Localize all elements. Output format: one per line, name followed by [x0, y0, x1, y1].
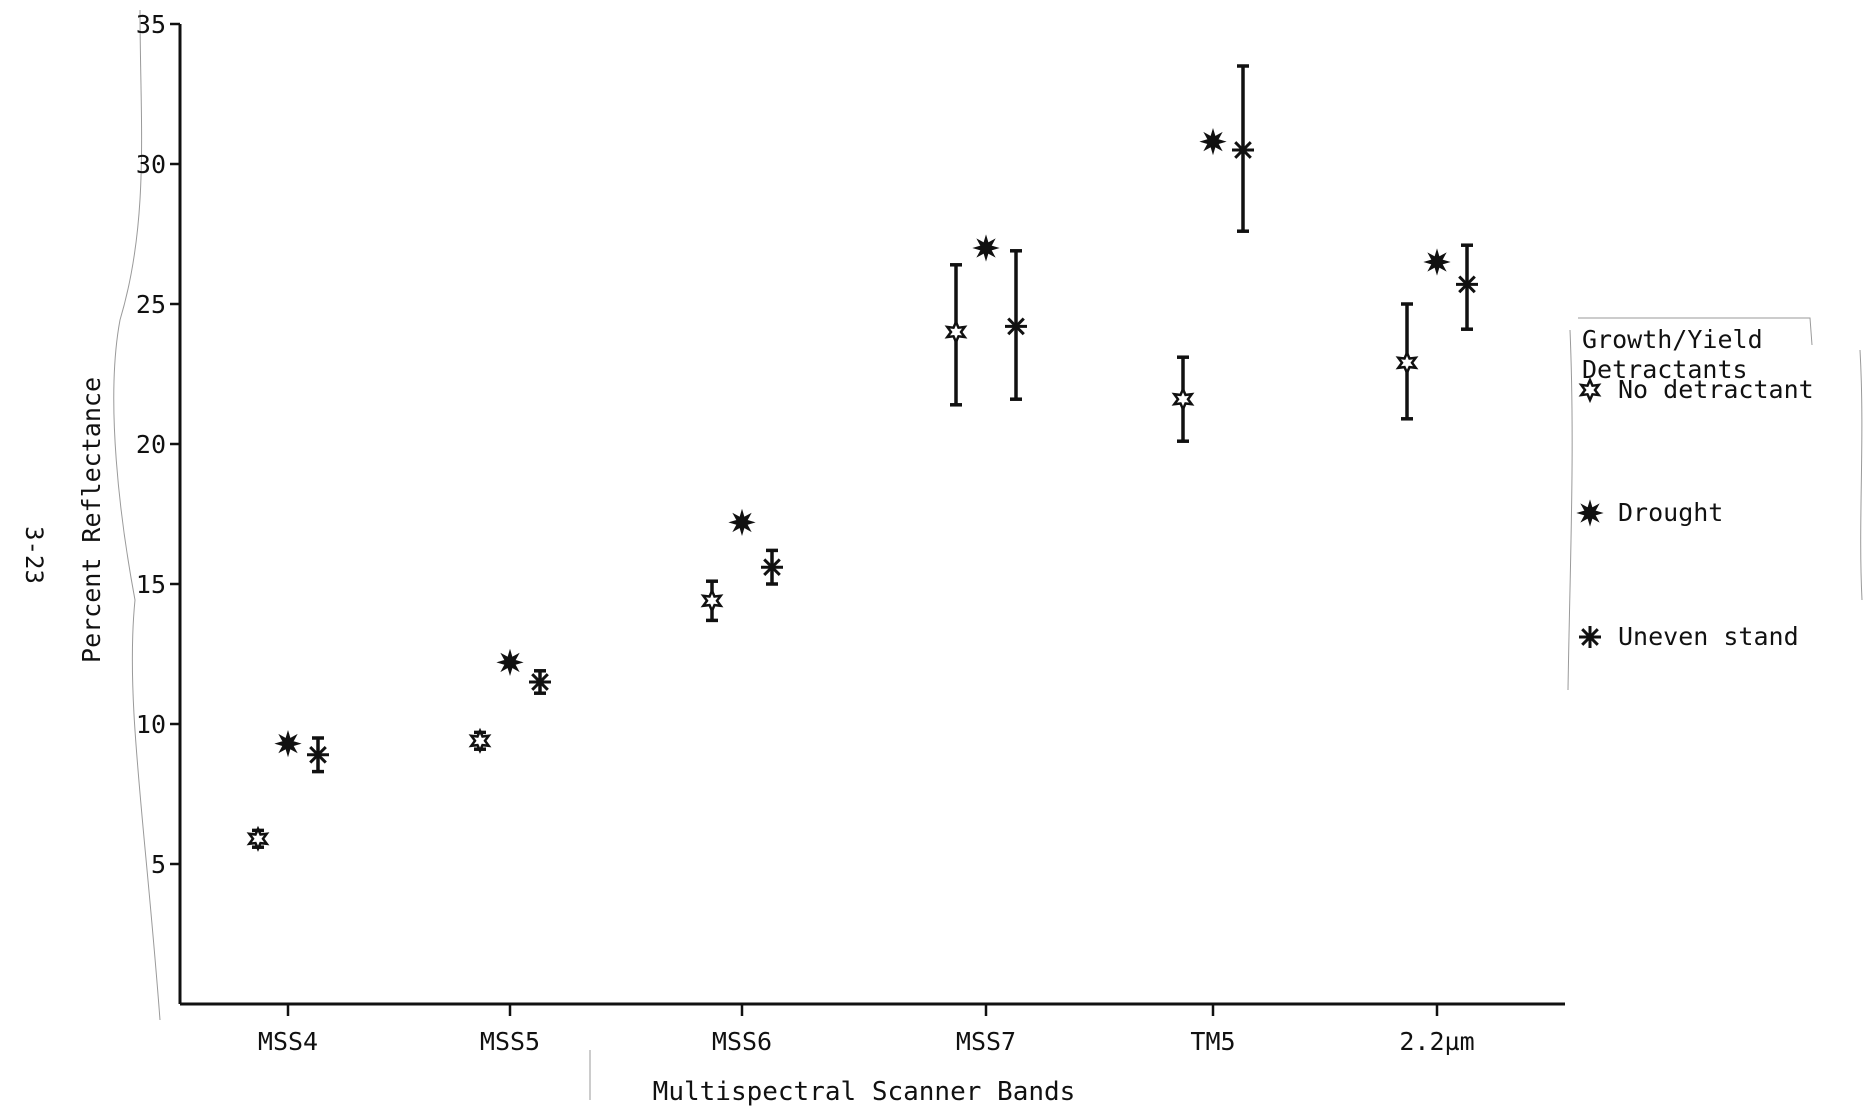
legend-label: Uneven stand	[1618, 622, 1799, 651]
data-point	[274, 729, 302, 758]
legend-label: Drought	[1618, 498, 1723, 527]
series-drought	[274, 127, 1451, 758]
data-marks	[246, 64, 1478, 852]
data-point	[307, 743, 329, 766]
y-axis-title: Percent Reflectance	[77, 377, 106, 663]
x-tick-label: MSS4	[258, 1027, 318, 1056]
y-tick-label: 30	[136, 150, 166, 179]
data-point	[972, 234, 1000, 262]
y-tick-label: 15	[136, 570, 166, 599]
x-tick-label: 2.2µm	[1399, 1027, 1474, 1056]
y-tick-label: 20	[136, 430, 166, 459]
legend-title-line1: Growth/Yield	[1582, 325, 1763, 354]
data-point	[1423, 248, 1451, 276]
series-uneven-stand	[307, 64, 1478, 774]
y-tick-label: 10	[136, 710, 166, 739]
legend-entry: No detractant	[1578, 375, 1814, 404]
data-point	[728, 508, 756, 537]
data-point	[1171, 386, 1195, 413]
data-point	[1232, 139, 1254, 161]
legend-entries: No detractant Drought Uneven stand	[1576, 375, 1814, 651]
data-point	[496, 648, 524, 677]
data-point	[246, 825, 270, 852]
legend-marker	[1578, 376, 1602, 404]
legend-marker	[1576, 499, 1604, 527]
data-point	[1456, 273, 1478, 296]
legend-marker	[1579, 626, 1601, 648]
data-point	[1395, 349, 1419, 376]
legend-entry: Uneven stand	[1579, 622, 1799, 651]
y-axis-ticks: 5 10 15 20 25 30 35	[136, 10, 180, 879]
scan-artefacts	[113, 9, 1863, 1100]
x-tick-label: MSS5	[480, 1027, 540, 1056]
x-tick-label: MSS6	[712, 1027, 772, 1056]
legend: Growth/Yield Detractants No detractant Dr…	[1576, 317, 1814, 651]
legend-label: No detractant	[1618, 375, 1814, 404]
y-tick-label: 35	[136, 10, 166, 39]
data-point	[700, 587, 724, 614]
x-tick-label: TM5	[1190, 1027, 1235, 1056]
x-axis-ticks: MSS4 MSS5 MSS6 MSS7 TM5 2.2µm	[258, 1004, 1475, 1056]
data-point	[761, 556, 783, 579]
data-point	[1005, 315, 1027, 338]
data-point	[468, 727, 492, 754]
page-number: 3-23	[20, 526, 48, 584]
y-tick-label: 5	[151, 850, 166, 879]
data-point	[529, 671, 551, 693]
data-point	[1199, 127, 1227, 156]
x-tick-label: MSS7	[956, 1027, 1016, 1056]
legend-title-line2: Detractants	[1582, 355, 1748, 384]
y-tick-label: 25	[136, 290, 166, 319]
series-no-detractant	[246, 263, 1419, 852]
x-axis-title: Multispectral Scanner Bands	[653, 1077, 1076, 1107]
data-point	[944, 318, 968, 346]
axes	[178, 24, 1565, 1006]
legend-entry: Drought	[1576, 498, 1723, 527]
